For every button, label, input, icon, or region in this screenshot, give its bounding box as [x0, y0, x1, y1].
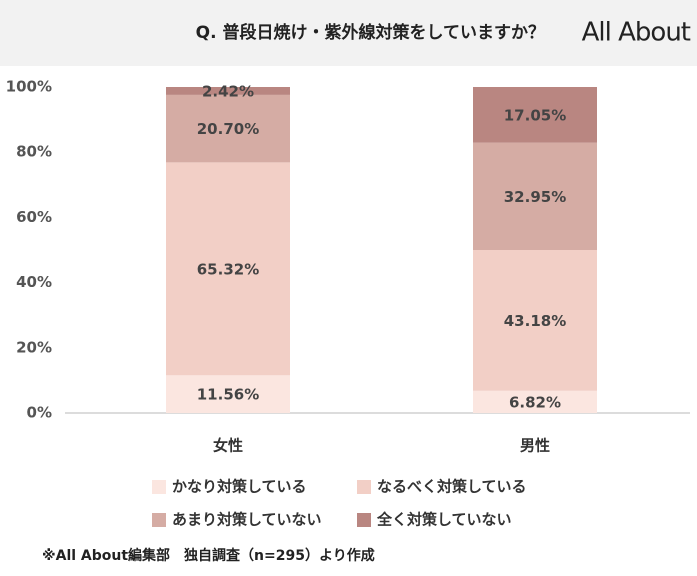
x-tick-label: 男性 — [520, 437, 550, 455]
y-tick-label: 0% — [27, 404, 52, 422]
bar-segment — [473, 87, 597, 143]
legend-swatch — [357, 480, 371, 494]
value-label: 32.95% — [504, 188, 566, 206]
bar-segment — [166, 94, 290, 163]
bar-segment — [166, 87, 290, 95]
bar-segment — [473, 250, 597, 391]
y-tick-label: 40% — [16, 273, 52, 291]
value-label: 17.05% — [504, 106, 566, 124]
legend-swatch — [152, 513, 166, 527]
footnote: ※All About編集部 独自調査（n=295）より作成 — [42, 547, 375, 564]
bar-segment — [473, 142, 597, 250]
y-tick-label: 60% — [16, 208, 52, 226]
chart-title: Q. 普段日焼け・紫外線対策をしていますか？ — [196, 22, 545, 43]
y-tick-label: 80% — [16, 143, 52, 161]
value-label: 11.56% — [197, 386, 259, 404]
value-label: 65.32% — [197, 260, 259, 278]
legend-label: あまり対策していない — [172, 511, 322, 529]
legend-label: なるべく対策している — [377, 478, 527, 496]
legend-label: 全く対策していない — [376, 511, 512, 529]
bar-segment — [473, 390, 597, 413]
legend-swatch — [357, 513, 371, 527]
x-tick-label: 女性 — [213, 437, 243, 455]
value-label: 2.42% — [202, 82, 254, 100]
y-tick-label: 20% — [16, 338, 52, 356]
value-label: 20.70% — [197, 120, 259, 138]
logo: All About — [582, 18, 691, 48]
y-tick-label: 100% — [6, 78, 52, 96]
value-label: 43.18% — [504, 312, 566, 330]
bar-segment — [166, 162, 290, 376]
legend-swatch — [152, 480, 166, 494]
legend-label: かなり対策している — [172, 478, 307, 496]
bar-segment — [166, 375, 290, 413]
value-label: 6.82% — [509, 393, 561, 411]
header-band — [0, 0, 697, 66]
